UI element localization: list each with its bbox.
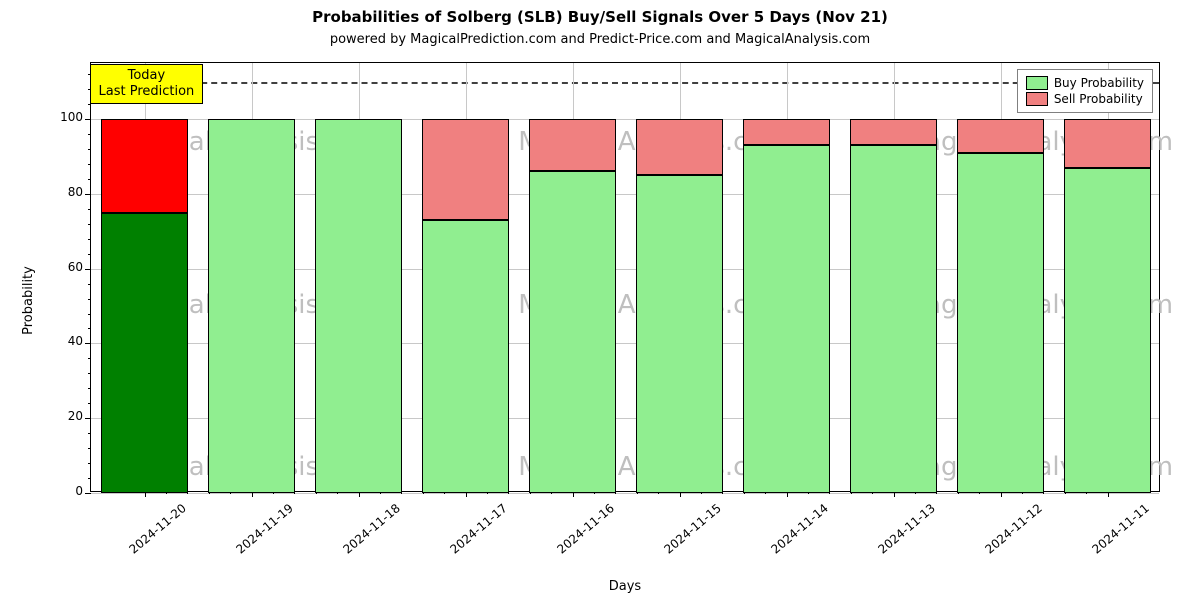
legend-swatch bbox=[1026, 76, 1048, 90]
y-tick-label: 80 bbox=[68, 185, 83, 199]
bar-sell bbox=[636, 119, 724, 175]
bar-sell bbox=[422, 119, 510, 220]
chart-title: Probabilities of Solberg (SLB) Buy/Sell … bbox=[0, 8, 1200, 26]
annotation-line2: Last Prediction bbox=[99, 84, 195, 100]
legend-label: Sell Probability bbox=[1054, 92, 1143, 106]
chart-container: Probabilities of Solberg (SLB) Buy/Sell … bbox=[0, 0, 1200, 600]
y-minor-tick bbox=[88, 463, 91, 464]
x-tick-label: 2024-11-12 bbox=[982, 501, 1044, 557]
y-tick-label: 100 bbox=[60, 110, 83, 124]
y-minor-tick bbox=[88, 224, 91, 225]
y-tick bbox=[85, 119, 91, 120]
y-minor-tick bbox=[88, 478, 91, 479]
y-tick bbox=[85, 194, 91, 195]
bar-buy bbox=[1064, 168, 1152, 493]
y-tick bbox=[85, 418, 91, 419]
y-minor-tick bbox=[88, 164, 91, 165]
bar-sell bbox=[957, 119, 1045, 153]
y-minor-tick bbox=[88, 284, 91, 285]
bar-buy bbox=[743, 145, 831, 493]
y-minor-tick bbox=[88, 403, 91, 404]
y-minor-tick bbox=[88, 433, 91, 434]
y-minor-tick bbox=[88, 328, 91, 329]
bar-buy bbox=[529, 171, 617, 493]
x-tick-label: 2024-11-19 bbox=[233, 501, 295, 557]
legend: Buy Probability Sell Probability bbox=[1017, 69, 1153, 113]
y-minor-tick bbox=[88, 314, 91, 315]
x-tick-label: 2024-11-13 bbox=[875, 501, 937, 557]
legend-label: Buy Probability bbox=[1054, 76, 1144, 90]
y-minor-tick bbox=[88, 373, 91, 374]
x-tick-label: 2024-11-11 bbox=[1089, 501, 1151, 557]
y-tick-label: 40 bbox=[68, 334, 83, 348]
bar-sell bbox=[529, 119, 617, 171]
bar-buy bbox=[208, 119, 296, 493]
y-minor-tick bbox=[88, 179, 91, 180]
annotation-line1: Today bbox=[99, 68, 195, 84]
y-minor-tick bbox=[88, 254, 91, 255]
today-annotation: TodayLast Prediction bbox=[90, 64, 204, 105]
bar-buy bbox=[957, 153, 1045, 493]
bar-sell bbox=[850, 119, 938, 145]
legend-item: Buy Probability bbox=[1026, 76, 1144, 90]
y-tick-label: 60 bbox=[68, 260, 83, 274]
y-minor-tick bbox=[88, 358, 91, 359]
x-tick-label: 2024-11-14 bbox=[768, 501, 830, 557]
y-axis-label: Probability bbox=[18, 0, 38, 600]
y-tick bbox=[85, 493, 91, 494]
y-minor-tick bbox=[88, 239, 91, 240]
bar-buy bbox=[850, 145, 938, 493]
bar-sell bbox=[1064, 119, 1152, 168]
x-tick-label: 2024-11-20 bbox=[126, 501, 188, 557]
bar-buy bbox=[422, 220, 510, 493]
x-tick-label: 2024-11-15 bbox=[661, 501, 723, 557]
y-minor-tick bbox=[88, 299, 91, 300]
x-axis-label: Days bbox=[90, 579, 1160, 594]
y-minor-tick bbox=[88, 388, 91, 389]
y-minor-tick bbox=[88, 149, 91, 150]
y-tick bbox=[85, 269, 91, 270]
chart-subtitle: powered by MagicalPrediction.com and Pre… bbox=[0, 32, 1200, 47]
y-tick-label: 0 bbox=[75, 484, 83, 498]
legend-item: Sell Probability bbox=[1026, 92, 1144, 106]
bar-sell bbox=[743, 119, 831, 145]
y-minor-tick bbox=[88, 134, 91, 135]
y-tick bbox=[85, 343, 91, 344]
legend-swatch bbox=[1026, 92, 1048, 106]
x-tick-label: 2024-11-17 bbox=[447, 501, 509, 557]
x-tick-label: 2024-11-18 bbox=[340, 501, 402, 557]
x-tick-label: 2024-11-16 bbox=[554, 501, 616, 557]
y-minor-tick bbox=[88, 104, 91, 105]
bar-buy bbox=[315, 119, 403, 493]
y-minor-tick bbox=[88, 209, 91, 210]
bar-sell bbox=[101, 119, 189, 212]
plot-area: MagicalAnalysis.comMagicalAnalysis.comMa… bbox=[90, 62, 1160, 492]
bar-buy bbox=[636, 175, 724, 493]
y-tick-label: 20 bbox=[68, 409, 83, 423]
y-minor-tick bbox=[88, 448, 91, 449]
y-axis-label-text: Probability bbox=[21, 266, 36, 335]
bar-buy bbox=[101, 213, 189, 493]
